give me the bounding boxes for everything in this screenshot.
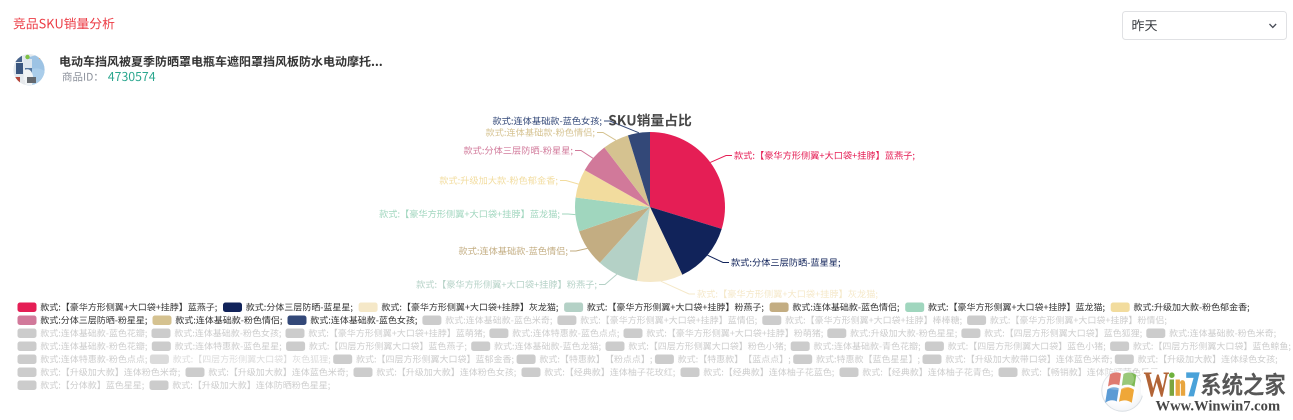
svg-text:W: W: [1144, 364, 1170, 404]
svg-text:Www.Winwin7.com: Www.Winwin7.com: [1156, 399, 1281, 415]
